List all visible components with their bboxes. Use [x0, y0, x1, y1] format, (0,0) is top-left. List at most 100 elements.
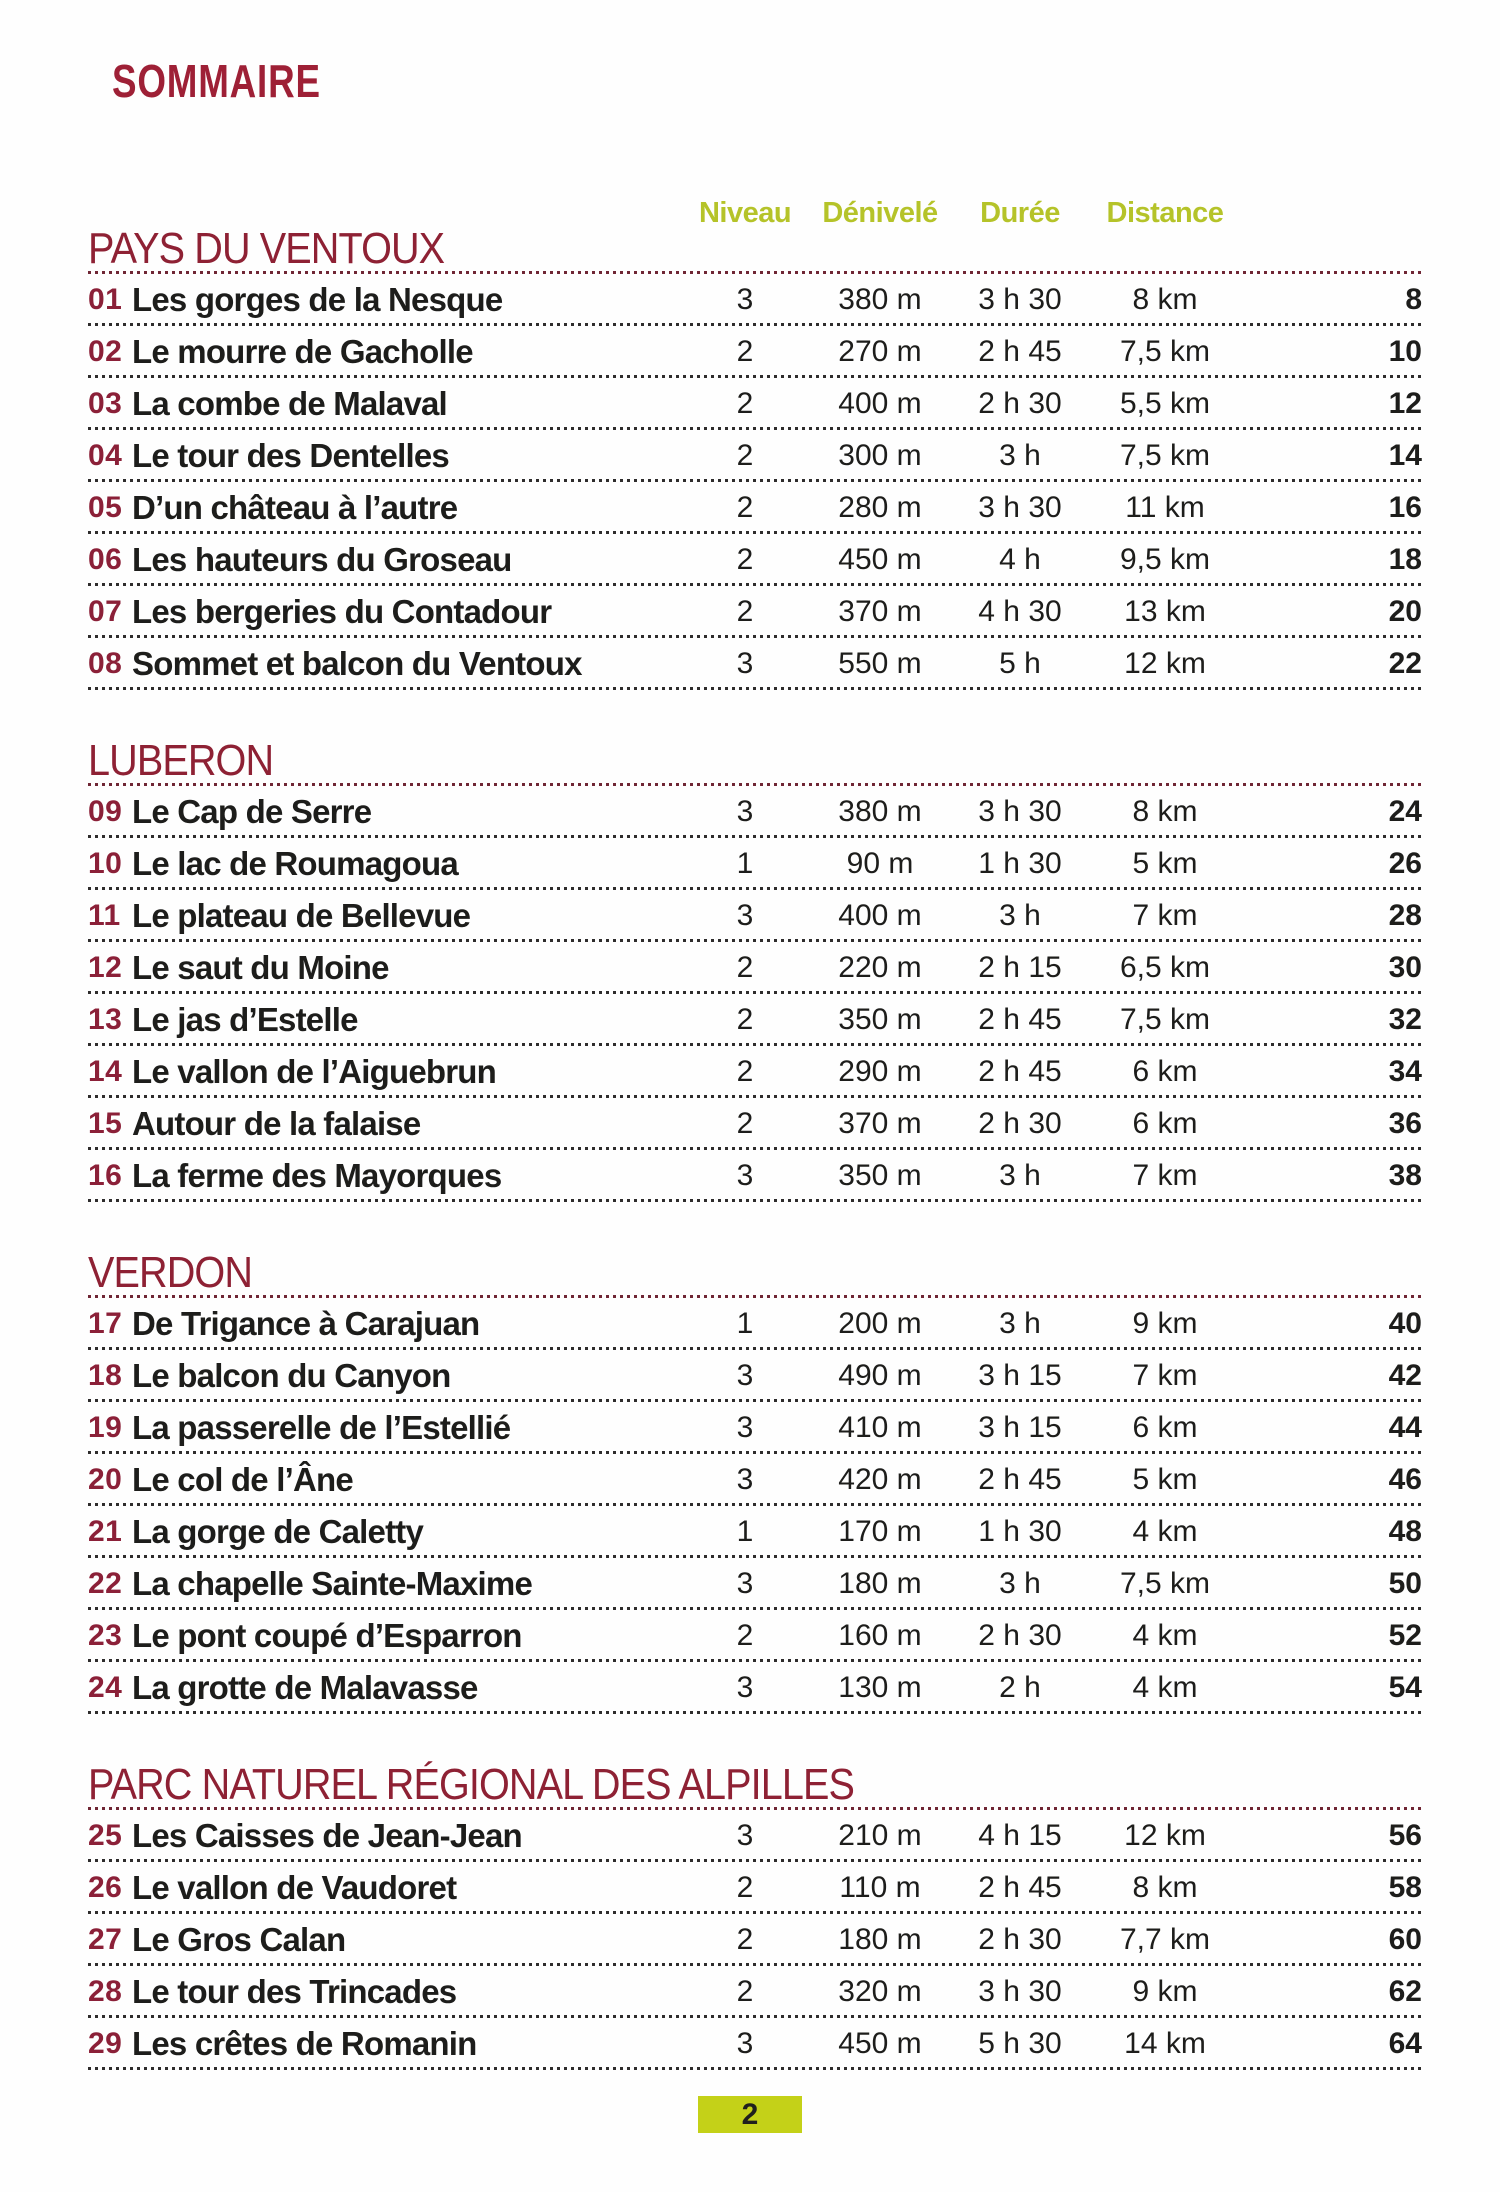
column-header-niveau: Niveau	[698, 197, 792, 229]
route-duree: 4 h 15	[978, 1819, 1062, 1852]
route-duree: 2 h 45	[978, 1871, 1062, 1904]
route-page: 54	[1388, 1671, 1422, 1704]
route-distance: 9 km	[1132, 1975, 1198, 2008]
route-number: 22	[88, 1567, 123, 1600]
route-page: 38	[1388, 1159, 1422, 1192]
route-niveau: 2	[736, 951, 754, 984]
toc-entry: 25 Les Caisses de Jean-Jean 3 210 m 4 h …	[88, 1810, 1422, 1862]
route-title: La chapelle Sainte-Maxime	[132, 1565, 533, 1602]
route-duree: 3 h 15	[978, 1359, 1062, 1392]
route-distance: 6 km	[1132, 1055, 1198, 1088]
route-niveau: 2	[736, 595, 754, 628]
route-number: 08	[88, 647, 123, 680]
route-denivele: 370 m	[838, 1107, 922, 1140]
route-duree: 3 h	[999, 899, 1041, 932]
column-header-duree: Durée	[980, 197, 1060, 229]
route-title: Le vallon de Vaudoret	[132, 1869, 457, 1906]
route-denivele: 350 m	[838, 1159, 922, 1192]
route-number: 11	[88, 899, 121, 932]
route-number: 23	[88, 1619, 123, 1652]
route-niveau: 2	[736, 1871, 754, 1904]
route-niveau: 2	[736, 335, 754, 368]
route-page: 64	[1388, 2027, 1422, 2060]
route-page: 50	[1388, 1567, 1422, 1600]
toc-entry: 04 Le tour des Dentelles 2 300 m 3 h 7,5…	[88, 430, 1422, 482]
route-niveau: 2	[736, 1107, 754, 1140]
route-distance: 11 km	[1125, 491, 1205, 524]
route-denivele: 320 m	[838, 1975, 922, 2008]
toc-sections: PAYS DU VENTOUX 01 Les gorges de la Nesq…	[88, 226, 1422, 2070]
route-number: 16	[88, 1159, 123, 1192]
route-page: 18	[1388, 543, 1422, 576]
route-duree: 2 h 45	[978, 1003, 1062, 1036]
route-number: 02	[88, 335, 123, 368]
route-number: 14	[88, 1055, 123, 1088]
route-duree: 1 h 30	[978, 847, 1062, 880]
route-niveau: 3	[736, 647, 754, 680]
route-number: 24	[88, 1671, 123, 1704]
route-distance: 7,5 km	[1119, 335, 1211, 368]
section-title: PARC NATUREL RÉGIONAL DES ALPILLES	[88, 1759, 855, 1809]
toc-entry: 03 La combe de Malaval 2 400 m 2 h 30 5,…	[88, 378, 1422, 430]
route-denivele: 160 m	[838, 1619, 922, 1652]
route-title: Les hauteurs du Groseau	[132, 541, 512, 578]
route-duree: 3 h 30	[978, 1975, 1062, 2008]
route-page: 52	[1388, 1619, 1422, 1652]
route-denivele: 110 m	[839, 1871, 921, 1904]
route-duree: 3 h	[999, 439, 1041, 472]
route-niveau: 2	[736, 543, 754, 576]
route-distance: 8 km	[1132, 1871, 1198, 1904]
route-denivele: 220 m	[838, 951, 922, 984]
route-page: 56	[1388, 1819, 1422, 1852]
route-denivele: 410 m	[838, 1411, 922, 1444]
route-denivele: 180 m	[838, 1923, 922, 1956]
section-heading: VERDON	[88, 1250, 1422, 1298]
toc-entry: 24 La grotte de Malavasse 3 130 m 2 h 4 …	[88, 1662, 1422, 1714]
route-distance: 7,5 km	[1119, 1003, 1211, 1036]
route-number: 04	[88, 439, 123, 472]
route-niveau: 1	[736, 1307, 754, 1340]
route-number: 26	[88, 1871, 123, 1904]
route-distance: 8 km	[1132, 283, 1198, 316]
route-duree: 3 h 30	[978, 283, 1062, 316]
section-rows: 17 De Trigance à Carajuan 1 200 m 3 h 9 …	[88, 1298, 1422, 1714]
route-denivele: 350 m	[838, 1003, 922, 1036]
route-title: Les bergeries du Contadour	[132, 593, 552, 630]
route-page: 10	[1388, 335, 1422, 368]
toc-entry: 09 Le Cap de Serre 3 380 m 3 h 30 8 km 2…	[88, 786, 1422, 838]
toc-entry: 18 Le balcon du Canyon 3 490 m 3 h 15 7 …	[88, 1350, 1422, 1402]
toc-entry: 10 Le lac de Roumagoua 1 90 m 1 h 30 5 k…	[88, 838, 1422, 890]
route-distance: 6,5 km	[1119, 951, 1211, 984]
route-duree: 2 h 15	[978, 951, 1062, 984]
section-rows: 09 Le Cap de Serre 3 380 m 3 h 30 8 km 2…	[88, 786, 1422, 1202]
route-title: La grotte de Malavasse	[132, 1669, 478, 1706]
route-duree: 3 h	[999, 1567, 1041, 1600]
route-title: Le tour des Trincades	[132, 1973, 457, 2010]
route-duree: 3 h	[999, 1159, 1041, 1192]
route-page: 42	[1388, 1359, 1422, 1392]
route-title: Autour de la falaise	[132, 1105, 421, 1142]
route-number: 21	[88, 1515, 123, 1548]
route-denivele: 450 m	[838, 2027, 922, 2060]
route-distance: 6 km	[1132, 1107, 1198, 1140]
route-number: 25	[88, 1819, 123, 1852]
route-denivele: 550 m	[838, 647, 922, 680]
route-denivele: 280 m	[838, 491, 922, 524]
route-page: 44	[1388, 1411, 1422, 1444]
column-header-distance: Distance	[1106, 197, 1224, 229]
toc-entry: 14 Le vallon de l’Aiguebrun 2 290 m 2 h …	[88, 1046, 1422, 1098]
route-title: Le col de l’Âne	[132, 1461, 354, 1498]
route-title: Sommet et balcon du Ventoux	[132, 645, 582, 682]
route-denivele: 270 m	[838, 335, 922, 368]
toc-entry: 19 La passerelle de l’Estellié 3 410 m 3…	[88, 1402, 1422, 1454]
route-page: 24	[1388, 795, 1422, 828]
route-niveau: 2	[736, 1619, 754, 1652]
page-title: SOMMAIRE	[112, 58, 373, 104]
route-niveau: 3	[736, 1463, 754, 1496]
route-denivele: 450 m	[838, 543, 922, 576]
route-title: Le jas d’Estelle	[132, 1001, 358, 1038]
route-number: 05	[88, 491, 123, 524]
route-number: 29	[88, 2027, 123, 2060]
route-denivele: 370 m	[838, 595, 922, 628]
